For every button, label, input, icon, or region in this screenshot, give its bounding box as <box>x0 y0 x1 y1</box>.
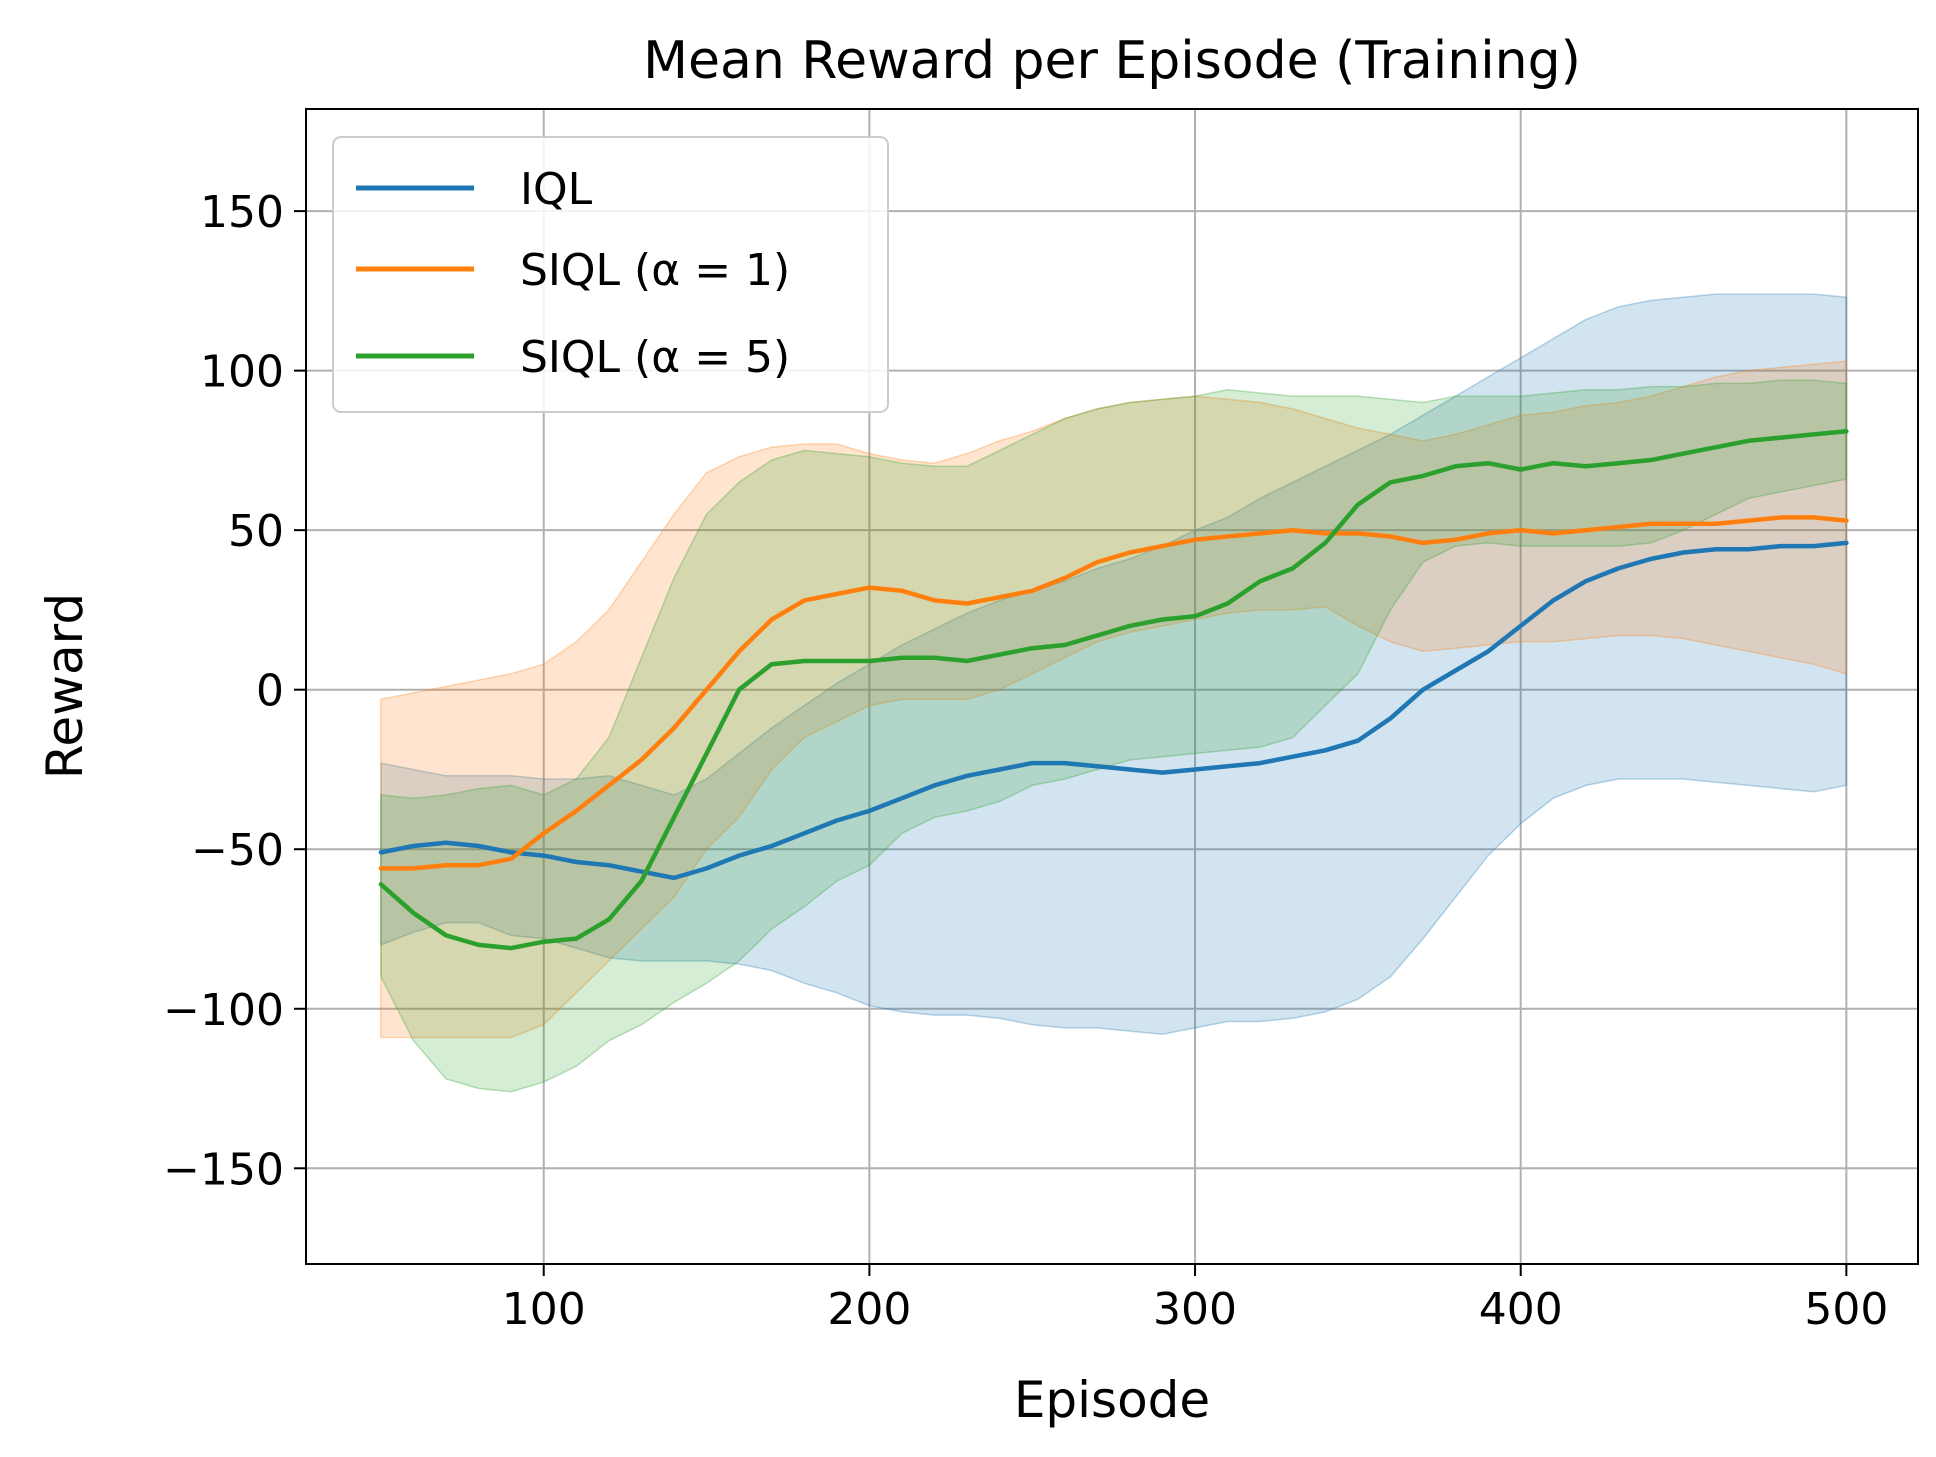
y-tick-label: 100 <box>200 347 284 398</box>
chart-title: Mean Reward per Episode (Training) <box>643 31 1581 91</box>
x-tick-label: 200 <box>827 1284 911 1335</box>
confidence-bands <box>380 293 1848 1093</box>
y-axis: 150 100 50 0 −50 −100 −150 <box>163 187 306 1195</box>
x-tick-label: 400 <box>1479 1284 1563 1335</box>
line-iql <box>378 540 1849 881</box>
x-tick-label: 100 <box>502 1284 586 1335</box>
x-tick-label: 500 <box>1804 1284 1888 1335</box>
y-tick-label: −50 <box>191 825 284 876</box>
legend: IQL SIQL (α = 1) SIQL (α = 5) <box>332 136 889 413</box>
y-tick-label: −150 <box>163 1144 284 1195</box>
series-lines <box>378 429 1849 951</box>
y-tick-label: 0 <box>256 666 284 717</box>
x-axis: 100 200 300 400 500 <box>502 1264 1888 1335</box>
y-tick-label: 150 <box>200 187 284 238</box>
plot-frame <box>305 108 1919 1265</box>
y-axis-label: Reward <box>36 593 94 779</box>
legend-label-iql: IQL <box>520 164 593 215</box>
x-axis-label: Episode <box>1014 1371 1210 1429</box>
band-siql-alpha-5 <box>380 379 1848 1093</box>
legend-label-siql-alpha-1: SIQL (α = 1) <box>520 245 790 296</box>
legend-label-siql-alpha-5: SIQL (α = 5) <box>520 332 790 383</box>
x-tick-label: 300 <box>1153 1284 1237 1335</box>
line-siql-alpha-5 <box>378 429 1849 951</box>
y-tick-label: 50 <box>228 506 284 557</box>
legend-box <box>332 136 889 413</box>
line-siql-alpha-1 <box>378 515 1849 871</box>
y-tick-label: −100 <box>163 985 284 1036</box>
band-siql-alpha-1 <box>380 360 1848 1039</box>
